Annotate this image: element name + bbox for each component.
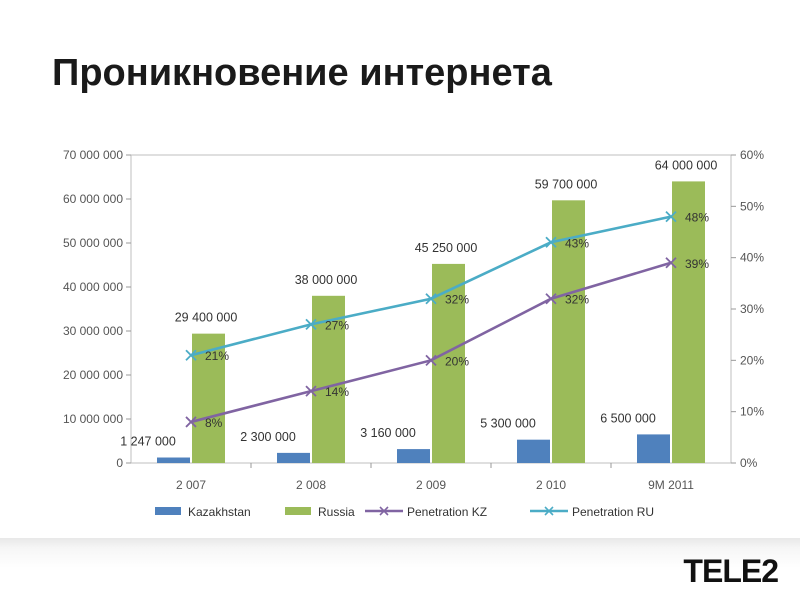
- marker-penetration-ru: [545, 236, 557, 248]
- data-label-penetration-ru: 27%: [325, 318, 349, 332]
- bar-russia: [192, 333, 225, 463]
- x-tick-label: 2 009: [416, 478, 446, 492]
- bar-kazakhstan: [517, 439, 550, 463]
- x-tick-label: 2 007: [176, 478, 206, 492]
- y2-tick-label: 60%: [740, 148, 764, 162]
- data-label-penetration-kz: 14%: [325, 385, 349, 399]
- marker-penetration-ru: [425, 293, 437, 305]
- chart-legend: Kazakhstan Russia Penetration KZ Penetratio…: [155, 505, 654, 519]
- legend-penetration-kz-label: Penetration KZ: [407, 505, 487, 519]
- bar-kazakhstan: [637, 434, 670, 463]
- y2-tick-label: 40%: [740, 251, 764, 265]
- marker-penetration-kz: [425, 354, 437, 366]
- slide-title: Проникновение интернета: [52, 52, 552, 94]
- x-tick-label: 2 010: [536, 478, 566, 492]
- marker-penetration-ru: [305, 318, 317, 331]
- bar-kazakhstan: [277, 452, 310, 463]
- marker-penetration-kz: [305, 385, 317, 397]
- y-tick-label: 0: [116, 456, 123, 470]
- data-label-russia: 29 400 000: [175, 311, 238, 325]
- line-penetration-kz: [190, 261, 672, 424]
- marker-penetration-kz: [665, 257, 677, 269]
- legend-kazakhstan-label: Kazakhstan: [188, 505, 251, 519]
- footer-band: [0, 538, 800, 600]
- y-tick-label: 20 000 000: [63, 368, 123, 382]
- y2-tick-label: 10%: [740, 405, 764, 419]
- y2-tick-label: 50%: [740, 199, 764, 213]
- legend-penetration-ru-marker: [544, 506, 554, 516]
- y-tick-label: 30 000 000: [63, 324, 123, 338]
- marker-penetration-ru: [665, 210, 677, 223]
- data-label-kazakhstan: 2 300 000: [240, 430, 296, 444]
- data-label-russia: 64 000 000: [655, 158, 718, 172]
- y-tick-label: 10 000 000: [63, 412, 123, 426]
- x-tick-label: 9M 2011: [648, 478, 694, 492]
- line-penetration-ru: [190, 215, 672, 357]
- marker-penetration-kz: [545, 293, 557, 305]
- legend-penetration-kz-marker: [379, 506, 389, 516]
- bar-kazakhstan: [157, 457, 190, 463]
- marker-penetration-ru: [185, 349, 197, 361]
- chart-lines: [185, 210, 677, 428]
- y2-tick-label: 20%: [740, 353, 764, 367]
- legend-kazakhstan-swatch: [155, 507, 181, 515]
- data-label-penetration-ru: 32%: [445, 293, 469, 307]
- data-label-penetration-ru: 43%: [565, 236, 589, 250]
- data-label-kazakhstan: 6 500 000: [600, 411, 656, 425]
- marker-penetration-kz: [185, 416, 197, 428]
- y-tick-label: 50 000 000: [63, 236, 123, 250]
- y2-tick-label: 0%: [740, 456, 758, 470]
- data-label-penetration-kz: 39%: [685, 257, 709, 271]
- bar-kazakhstan: [397, 449, 430, 463]
- tele2-logo: TELE2: [683, 553, 779, 589]
- y2-tick-label: 30%: [740, 302, 764, 316]
- bar-russia: [672, 181, 705, 463]
- data-label-kazakhstan: 3 160 000: [360, 426, 416, 440]
- bar-russia: [552, 200, 585, 463]
- y-tick-label: 40 000 000: [63, 280, 123, 294]
- y-tick-label: 70 000 000: [63, 148, 123, 162]
- data-label-penetration-kz: 32%: [565, 293, 589, 307]
- data-label-penetration-ru: 21%: [205, 349, 229, 363]
- legend-penetration-ru-label: Penetration RU: [572, 505, 654, 519]
- data-label-russia: 59 700 000: [535, 177, 598, 191]
- data-label-penetration-kz: 20%: [445, 354, 469, 368]
- combo-chart: 0 10 000 000 20 000 000 30 000 000 40 000 00…: [63, 148, 764, 519]
- data-label-penetration-kz: 8%: [205, 416, 223, 430]
- legend-russia-label: Russia: [318, 505, 355, 519]
- chart-bars: [157, 181, 705, 463]
- data-label-russia: 38 000 000: [295, 273, 358, 287]
- x-tick-label: 2 008: [296, 478, 326, 492]
- data-label-penetration-ru: 48%: [685, 211, 709, 225]
- chart-axes: 0 10 000 000 20 000 000 30 000 000 40 000 00…: [63, 148, 764, 492]
- data-label-kazakhstan: 1 247 000: [120, 435, 176, 449]
- data-label-kazakhstan: 5 300 000: [480, 417, 536, 431]
- data-label-russia: 45 250 000: [415, 241, 478, 255]
- legend-russia-swatch: [285, 507, 311, 515]
- y-tick-label: 60 000 000: [63, 192, 123, 206]
- chart-data-labels: 1 247 000 2 300 000 3 160 000 5 300 000 6 50…: [120, 158, 717, 448]
